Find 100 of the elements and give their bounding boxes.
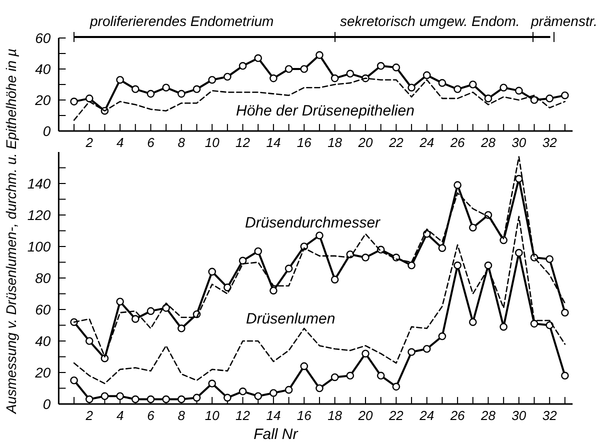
point [85,337,94,345]
point [546,94,554,102]
point [500,84,508,92]
point [284,65,293,73]
point [484,262,492,270]
y-tick-label: 20 [34,364,51,380]
point [515,86,523,95]
point [316,384,324,392]
point [530,96,538,104]
point [515,174,523,183]
point [238,388,247,396]
x-tick-label: 10 [204,135,220,150]
x-tick-label: 14 [266,135,281,150]
text: sekretorisch umgew. Endom. [340,12,520,29]
point [362,350,370,358]
x-tick-label: 24 [418,135,434,150]
x-tick-label: 4 [116,408,124,423]
y-tick-label: 40 [35,60,51,77]
x-tick-label: 2 [84,408,94,423]
x-tick-label: 2 [84,135,94,150]
point [116,298,124,306]
x-tick-label: 28 [480,135,496,150]
point [438,244,446,252]
point [146,395,155,404]
y-tick-label: 100 [27,238,51,254]
point [530,320,538,328]
point [408,84,416,92]
x-tick-label: 30 [512,408,527,423]
point [116,76,124,84]
point [162,395,170,404]
text: prämenstr. [530,12,598,29]
point [284,264,293,272]
point [392,64,400,72]
point [146,307,155,315]
point [100,392,109,400]
point [270,286,278,294]
point [561,91,569,100]
point [254,392,262,400]
x-tick-label: 6 [147,135,156,150]
point [270,389,278,397]
point [468,224,477,232]
annotation: Höhe der Drüsenepithelien [236,102,414,120]
x-tick-label: 16 [296,135,312,150]
x-tick-label: 32 [542,135,558,150]
point [561,372,569,380]
point [85,395,94,404]
point [208,268,216,276]
point [346,70,354,78]
point [100,354,109,362]
point [515,248,523,257]
point [224,72,232,81]
x-tick-label: 28 [480,408,496,423]
x-tick-label: 14 [266,408,281,423]
x-tick-label: 10 [204,408,220,423]
point [70,98,78,106]
point [316,51,324,59]
x-tick-label: 20 [357,408,374,423]
y-tick-label: 140 [27,175,51,192]
y-tick-label: 120 [27,206,51,223]
point [500,322,508,331]
point [330,276,339,284]
y-tick-label: 0 [42,396,51,412]
point [376,372,385,380]
point [500,236,508,244]
y-tick-label: 0 [42,122,51,139]
x-tick-label: 6 [147,408,156,423]
x-tick-label: 22 [388,408,404,423]
point [346,372,354,380]
point [454,262,462,270]
annotation: Drüsenlumen [246,310,336,328]
point [208,76,216,84]
point [162,84,170,92]
point [178,395,186,404]
point [192,85,201,94]
point [438,79,446,87]
x-tick-label: 16 [296,408,312,423]
point [132,395,140,404]
point [254,54,262,62]
y-tick-label: 60 [35,301,51,318]
point [484,94,492,102]
point [561,308,569,317]
x-tick-label: 22 [388,135,404,150]
annotation: Drüsendurchmesser [245,214,382,232]
point [300,362,308,370]
point [362,254,370,262]
point [468,318,477,326]
y-tick-label: 20 [34,92,51,108]
x-tick-label: 12 [236,135,251,150]
point [284,386,293,394]
point [330,74,339,82]
point [178,324,186,332]
point [408,262,416,270]
x-tick-label: 12 [236,408,251,423]
point [270,74,278,82]
point [116,392,124,400]
point [70,376,78,384]
x-tick-label: 8 [178,135,186,150]
y-axis-title: Ausmessung v. Drüsenlumen-, durchm. u. Epithelhöhe in µ [3,48,19,414]
point [316,232,324,240]
point [422,344,431,353]
